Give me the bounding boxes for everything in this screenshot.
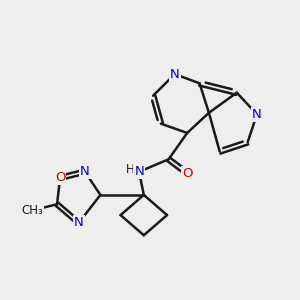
Text: N: N	[252, 108, 262, 121]
Text: N: N	[134, 165, 144, 178]
Text: N: N	[80, 165, 90, 178]
Text: O: O	[182, 167, 192, 180]
Text: O: O	[55, 171, 65, 184]
Text: N: N	[74, 216, 84, 229]
Text: CH₃: CH₃	[21, 204, 43, 217]
Text: N: N	[170, 68, 180, 81]
Text: H: H	[126, 163, 135, 176]
